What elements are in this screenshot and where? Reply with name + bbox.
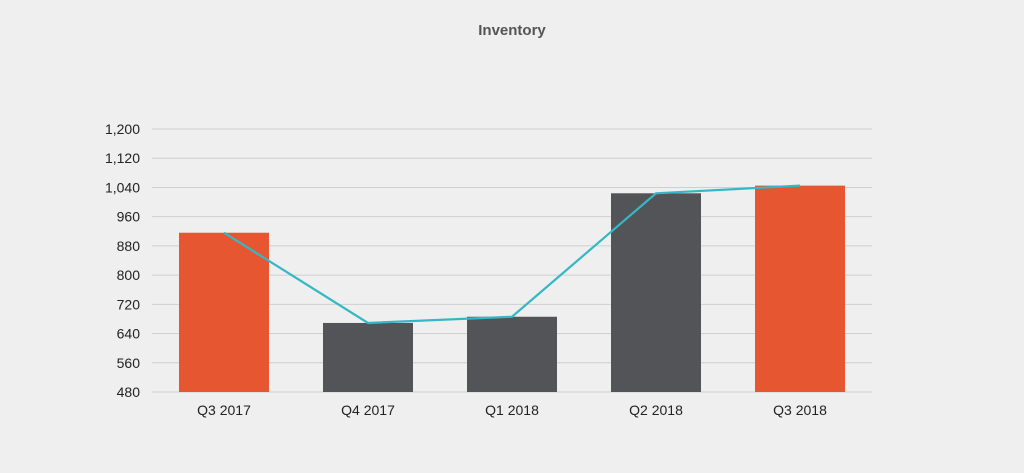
x-tick-label: Q3 2017 [197, 402, 251, 418]
trend-line-path [223, 184, 801, 325]
x-tick-label: Q3 2018 [773, 402, 827, 418]
bar [179, 232, 269, 392]
x-tick-label: Q1 2018 [485, 402, 539, 418]
y-tick-label: 1,200 [105, 121, 140, 137]
trend-line [223, 184, 801, 325]
chart-title: Inventory [478, 22, 546, 39]
y-tick-label: 480 [117, 384, 141, 400]
bar [323, 322, 413, 392]
x-axis-ticks: Q3 2017 Q4 2017 Q1 2018 Q2 2018 Q3 2018 [197, 402, 827, 418]
y-tick-label: 560 [117, 355, 141, 371]
x-tick-label: Q2 2018 [629, 402, 683, 418]
x-tick-label: Q4 2017 [341, 402, 395, 418]
gridlines [152, 128, 872, 393]
y-tick-label: 720 [117, 296, 141, 312]
bar [467, 316, 557, 392]
y-tick-label: 880 [117, 238, 141, 254]
y-axis-ticks: 480 560 640 720 800 880 960 1,040 1,120 1,200 [105, 121, 140, 400]
bar [755, 185, 845, 392]
y-tick-label: 800 [117, 267, 141, 283]
bar [611, 193, 701, 392]
bars [179, 185, 845, 392]
y-tick-label: 960 [117, 209, 141, 225]
y-tick-label: 1,040 [105, 179, 140, 195]
y-tick-label: 1,120 [105, 150, 140, 166]
y-tick-label: 640 [117, 326, 141, 342]
